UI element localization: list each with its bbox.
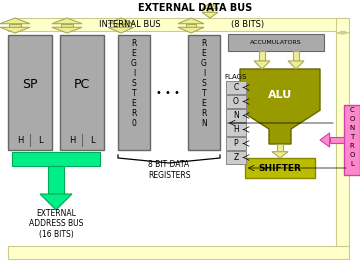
Text: I: I: [133, 69, 135, 78]
Bar: [118, 35, 150, 150]
Bar: [60, 35, 104, 150]
Text: EXTERNAL DATA BUS: EXTERNAL DATA BUS: [138, 3, 252, 13]
Text: I: I: [203, 69, 205, 78]
Polygon shape: [52, 27, 82, 33]
Bar: [8, 246, 349, 259]
Polygon shape: [202, 3, 218, 9]
Text: H: H: [233, 125, 239, 134]
Text: O: O: [349, 152, 355, 158]
Polygon shape: [254, 61, 270, 69]
Text: T: T: [202, 88, 206, 97]
Bar: [293, 51, 299, 61]
Bar: [340, 31, 345, 33]
Bar: [226, 151, 246, 164]
Polygon shape: [178, 18, 204, 24]
Text: (8 BITS): (8 BITS): [231, 20, 265, 29]
Text: N: N: [349, 125, 355, 131]
Text: P: P: [234, 139, 238, 148]
Text: N: N: [233, 111, 239, 120]
Polygon shape: [240, 69, 320, 144]
Bar: [226, 137, 246, 150]
Bar: [277, 144, 283, 152]
Text: G: G: [131, 59, 137, 67]
Text: ACCUMULATORS: ACCUMULATORS: [250, 40, 302, 45]
Polygon shape: [52, 18, 82, 24]
Bar: [330, 137, 344, 143]
Text: R: R: [131, 39, 137, 48]
Text: EXTERNAL
ADDRESS BUS
(16 BITS): EXTERNAL ADDRESS BUS (16 BITS): [29, 209, 83, 239]
Polygon shape: [0, 27, 30, 33]
Text: H: H: [69, 136, 75, 144]
Text: INTERNAL BUS: INTERNAL BUS: [99, 20, 161, 29]
Bar: [188, 35, 220, 150]
Bar: [344, 105, 360, 175]
Polygon shape: [40, 194, 72, 210]
Bar: [336, 18, 349, 246]
Polygon shape: [108, 27, 134, 33]
Polygon shape: [336, 33, 349, 34]
Text: E: E: [132, 99, 136, 108]
Bar: [61, 24, 73, 27]
Text: PC: PC: [74, 78, 90, 91]
Text: L: L: [38, 136, 42, 144]
Bar: [8, 35, 52, 150]
Polygon shape: [178, 27, 204, 33]
Text: H: H: [17, 136, 23, 144]
Bar: [226, 123, 246, 136]
Text: O: O: [233, 97, 239, 106]
Polygon shape: [8, 18, 348, 31]
Bar: [186, 24, 196, 27]
Text: Z: Z: [233, 153, 239, 162]
Bar: [245, 158, 315, 178]
Text: R: R: [201, 109, 207, 118]
Bar: [48, 166, 64, 194]
Polygon shape: [320, 133, 330, 147]
Text: R: R: [350, 143, 354, 149]
Polygon shape: [108, 18, 134, 24]
Polygon shape: [272, 152, 288, 158]
Polygon shape: [0, 18, 30, 24]
Text: SHIFTER: SHIFTER: [258, 164, 301, 172]
Text: S: S: [132, 78, 136, 88]
Bar: [226, 81, 246, 94]
Polygon shape: [288, 61, 304, 69]
Text: R: R: [201, 39, 207, 48]
Text: S: S: [202, 78, 206, 88]
Text: ALU: ALU: [268, 90, 292, 100]
Bar: [226, 109, 246, 122]
Bar: [228, 34, 324, 51]
Text: N: N: [201, 118, 207, 127]
Bar: [207, 9, 213, 12]
Text: • • •: • • •: [156, 88, 180, 97]
Text: 8 BIT DATA
REGISTERS: 8 BIT DATA REGISTERS: [148, 160, 190, 180]
Text: T: T: [132, 88, 136, 97]
Text: L: L: [90, 136, 94, 144]
Text: 0: 0: [131, 118, 136, 127]
Text: E: E: [132, 48, 136, 57]
Polygon shape: [202, 12, 218, 18]
Bar: [116, 24, 126, 27]
Bar: [226, 95, 246, 108]
Text: SP: SP: [22, 78, 38, 91]
Text: C: C: [233, 83, 239, 92]
Text: R: R: [131, 109, 137, 118]
Bar: [259, 51, 265, 61]
Text: O: O: [349, 116, 355, 122]
Text: FLAGS: FLAGS: [225, 74, 247, 80]
Text: T: T: [350, 134, 354, 140]
Text: E: E: [202, 99, 206, 108]
Bar: [9, 24, 21, 27]
Text: C: C: [350, 107, 354, 113]
Bar: [12, 152, 100, 166]
Text: E: E: [202, 48, 206, 57]
Text: G: G: [201, 59, 207, 67]
Text: L: L: [350, 161, 354, 167]
